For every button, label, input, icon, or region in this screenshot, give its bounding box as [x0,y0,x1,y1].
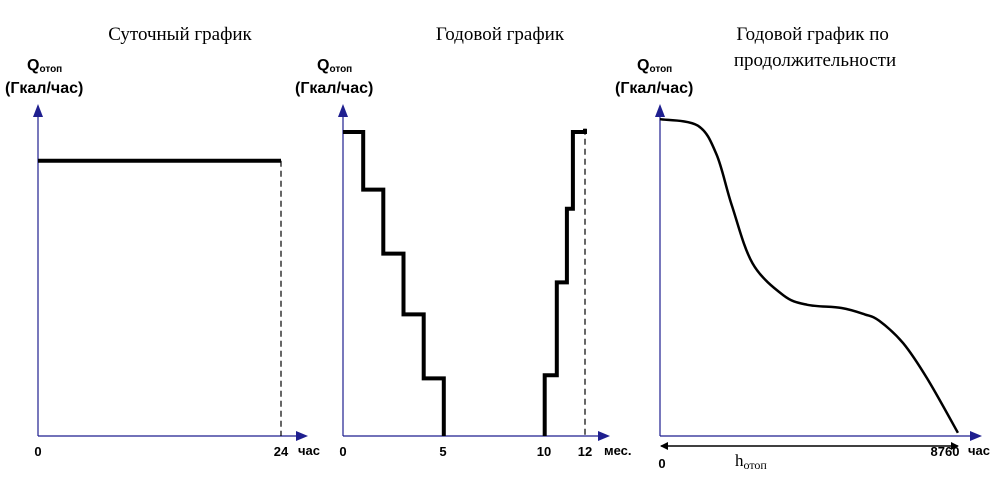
h-label-sub: отоп [744,458,768,472]
panel-daily-xlabel: час [298,443,320,458]
panel-daily-y-arrow [33,104,43,117]
panel-duration-title: Годовой график по продолжительности [734,24,896,71]
panel-duration-title-line-2: продолжительности [734,50,896,71]
panel-yearly-xtick-0: 0 [339,444,346,459]
panel-daily-ylabel-unit: (Гкал/час) [5,80,83,97]
panel-duration-ylabel-q: Qотоп [637,57,672,75]
panel-yearly-ylabel-unit: (Гкал/час) [295,80,373,97]
panel-duration-xlabel: час [968,443,990,458]
panel-yearly-ylabel-q: Qотоп [317,57,352,75]
panel-duration-title-line-1: Годовой график по [736,24,889,45]
panel-yearly-series-heating-end [542,128,587,436]
panel-duration: Годовой график по продолжительности Qото… [615,24,990,472]
ylabel-q-main: Q [317,57,329,74]
panel-daily-ylabel-q: Qотоп [27,57,62,75]
ylabel-q-sub: отоп [329,64,352,75]
panel-yearly-x-arrow [598,431,610,441]
panel-duration-xtick-8760: 8760 [931,444,960,459]
panel-duration-h-label: hотоп [735,451,767,472]
h-label-main: h [735,451,744,470]
panel-yearly-title: Годовой график [436,24,565,45]
panel-yearly-xtick-10: 10 [537,444,551,459]
panel-daily-x-arrow [296,431,308,441]
panel-yearly: Годовой график Qотоп (Гкал/час) 0 5 10 1… [295,24,632,459]
ylabel-q-main: Q [27,57,39,74]
panel-daily-xtick-24: 24 [274,444,289,459]
panel-yearly-xtick-12: 12 [578,444,592,459]
panel-duration-ylabel-unit: (Гкал/час) [615,80,693,97]
panel-duration-y-arrow [655,104,665,117]
panel-yearly-series-heating-start [343,130,446,436]
ylabel-q-sub: отоп [39,64,62,75]
panel-yearly-xlabel: мес. [604,443,632,458]
panel-daily-xtick-0: 0 [34,444,41,459]
panel-yearly-y-arrow [338,104,348,117]
panel-duration-x-arrow [970,431,982,441]
panel-duration-xtick-0: 0 [658,456,665,471]
ylabel-q-sub: отоп [649,64,672,75]
panel-duration-series-curve [659,117,959,434]
panel-daily: Суточный график Qотоп (Гкал/час) 0 24 ча… [5,24,320,459]
panel-yearly-xtick-5: 5 [439,444,446,459]
panel-daily-title: Суточный график [108,24,252,45]
ylabel-q-main: Q [637,57,649,74]
